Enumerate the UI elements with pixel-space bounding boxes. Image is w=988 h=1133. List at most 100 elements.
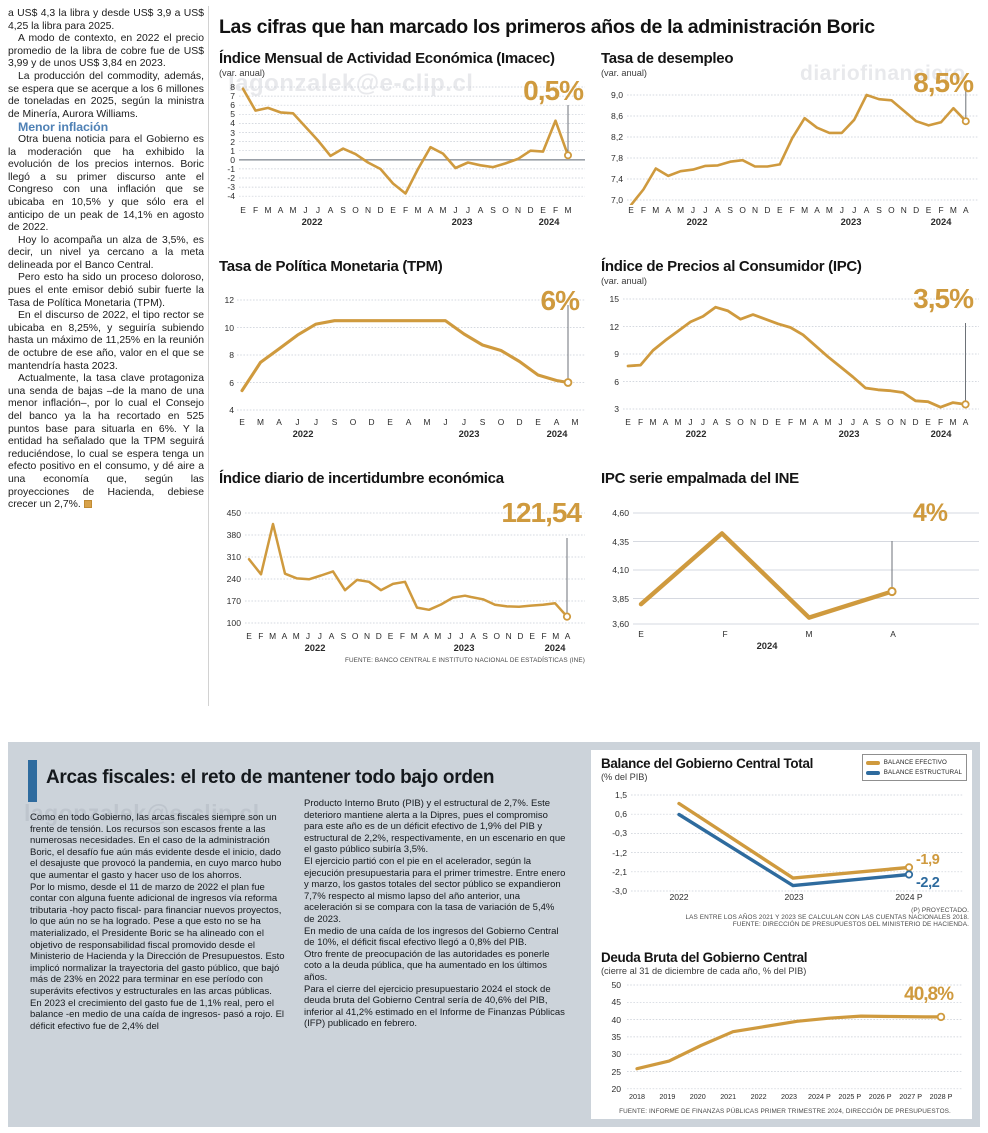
- chart-callout-value: 8,5%: [913, 67, 974, 98]
- x-year-label: 2024: [546, 428, 568, 439]
- x-tick: F: [938, 205, 944, 215]
- x-tick: S: [331, 417, 338, 427]
- x-tick: J: [703, 205, 708, 215]
- y-tick: 4,35: [612, 536, 629, 547]
- y-tick: 0,6: [615, 809, 627, 820]
- x-tick: 2026 P: [868, 1092, 892, 1101]
- y-tick: 100: [226, 618, 241, 628]
- y-tick: 12: [609, 321, 619, 332]
- chart-footnotes: (P) PROYECTADO. LAS ENTRE LOS AÑOS 2021 …: [601, 907, 969, 928]
- x-tick: J: [453, 205, 458, 215]
- x-tick: M: [564, 205, 572, 215]
- x-tick: D: [368, 417, 375, 427]
- x-tick: F: [399, 631, 405, 641]
- chart-callout-value: 121,54: [501, 497, 582, 528]
- x-tick: E: [239, 417, 245, 427]
- x-tick: A: [277, 205, 284, 215]
- x-tick: M: [410, 631, 418, 641]
- x-tick: O: [497, 417, 505, 427]
- plot-area: 0,5% 8 7 6 5 4 3 2: [219, 77, 585, 205]
- x-tick: F: [789, 205, 795, 215]
- footnote: (P) PROYECTADO.: [911, 907, 969, 914]
- y-tick: 6: [229, 377, 234, 388]
- x-tick: 2022: [669, 892, 689, 902]
- plot-area: 6% 12 10 8 6 4: [219, 287, 585, 417]
- x-tick: A: [327, 205, 334, 215]
- x-tick: E: [777, 205, 783, 215]
- x-tick: F: [787, 417, 794, 427]
- x-tick: J: [850, 417, 856, 427]
- x-tick: A: [328, 631, 335, 641]
- x-tick: 2019: [659, 1092, 676, 1101]
- y-tick: 0: [230, 154, 235, 165]
- x-tick: F: [722, 629, 728, 639]
- paragraph: Otro frente de preocupación de las autor…: [304, 948, 550, 983]
- paragraph-text: Actualmente, la tasa clave protagoniza u…: [8, 373, 204, 511]
- x-tick: M: [257, 417, 264, 427]
- chart-incertidumbre: Índice diario de incertidumbre económica…: [219, 470, 585, 670]
- x-tick: O: [349, 417, 357, 427]
- legend-item-efectivo: BALANCE EFECTIVO: [865, 758, 962, 767]
- y-tick: 8: [230, 82, 235, 92]
- x-tick: F: [552, 205, 559, 215]
- x-year-label: 2022: [685, 428, 707, 439]
- x-axis-imacec: E F M A M J J A S O N D E F M A M J J A S O N D E F M 2022 2023 2024: [219, 205, 585, 229]
- y-tick: 2: [230, 136, 235, 147]
- paragraph: a US$ 4,3 la libra y desde US$ 3,9 a US$…: [8, 8, 204, 32]
- x-tick: M: [434, 631, 442, 641]
- x-tick: J: [443, 417, 448, 427]
- y-tick: 20: [611, 1083, 621, 1094]
- y-tick: -3: [227, 182, 235, 193]
- x-tick: J: [315, 205, 321, 215]
- x-tick: M: [825, 205, 833, 215]
- x-tick: F: [258, 631, 264, 641]
- y-tick: 6: [230, 100, 235, 111]
- x-tick: A: [662, 417, 669, 427]
- x-tick: F: [640, 205, 646, 215]
- y-tick: 50: [611, 980, 621, 990]
- x-tick: E: [390, 205, 396, 215]
- x-tick: 2023: [784, 892, 804, 902]
- x-tick: M: [801, 205, 809, 215]
- x-tick: E: [535, 417, 541, 427]
- paragraph: El ejercicio partió con el pie en el ace…: [304, 855, 566, 925]
- y-tick: -2: [227, 173, 235, 183]
- x-axis-desempleo: E F M A M J J A S O N D E F M A M J J A S O N D E F M A 2022 2023 2024: [601, 205, 979, 229]
- x-tick: J: [461, 417, 467, 427]
- legend-label: BALANCE ESTRUCTURAL: [883, 769, 962, 776]
- y-tick: 15: [609, 294, 619, 304]
- y-tick: 310: [226, 552, 241, 562]
- y-tick: 240: [226, 574, 241, 584]
- x-tick: F: [402, 205, 409, 215]
- x-tick: M: [674, 417, 682, 427]
- chart-subtitle: (var. anual): [601, 276, 647, 286]
- x-year-label: 2022: [304, 642, 326, 653]
- y-tick: 380: [226, 530, 241, 540]
- y-tick: 7: [230, 91, 235, 102]
- series-end-label-estructural: -2,2: [916, 875, 940, 891]
- bottom-column-1: Como en todo Gobierno, las arcas fiscale…: [30, 812, 288, 1032]
- y-tick: 3: [230, 127, 235, 138]
- x-tick: J: [690, 205, 696, 215]
- x-tick: J: [447, 631, 452, 641]
- x-tick: F: [541, 631, 547, 641]
- x-tick: 2027 P: [899, 1092, 922, 1101]
- chart-source: FUENTE: BANCO CENTRAL E INSTITUTO NACION…: [344, 657, 585, 664]
- y-tick: -0,3: [612, 828, 627, 839]
- x-tick: E: [540, 205, 546, 215]
- x-tick: J: [305, 631, 311, 641]
- y-tick: 12: [224, 295, 234, 305]
- x-tick: A: [665, 205, 671, 215]
- x-tick: S: [482, 631, 488, 641]
- y-tick: 5: [230, 109, 235, 120]
- x-tick: M: [269, 631, 277, 641]
- x-tick: J: [838, 417, 843, 427]
- top-section: lagonzalek@e-clip.cl diariofinanciero a …: [8, 6, 979, 706]
- chart-title: Índice diario de incertidumbre económica: [219, 470, 504, 487]
- x-year-label: 2024: [544, 642, 566, 653]
- x-tick: O: [351, 631, 359, 641]
- chart-title: Balance del Gobierno Central Total: [601, 756, 814, 771]
- chart-svg-ipc: [623, 298, 979, 410]
- x-tick: A: [281, 631, 288, 641]
- x-tick: F: [637, 417, 644, 427]
